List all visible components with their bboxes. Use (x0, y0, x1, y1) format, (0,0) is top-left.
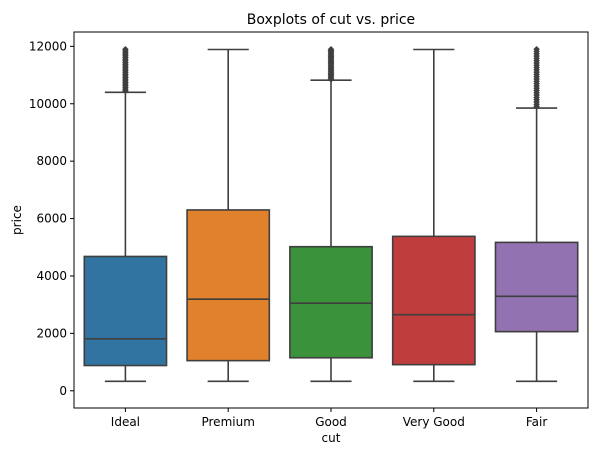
y-tick-label: 2000 (36, 326, 67, 340)
box (391, 235, 476, 366)
y-tick-label: 0 (59, 384, 67, 398)
x-tick-label: Ideal (111, 415, 140, 429)
y-tick-label: 6000 (36, 212, 67, 226)
x-tick-label: Good (315, 415, 347, 429)
box (289, 245, 373, 359)
box (186, 209, 271, 362)
y-tick-label: 8000 (36, 154, 67, 168)
box (494, 241, 579, 333)
x-tick-label: Premium (201, 415, 254, 429)
plot-area: 0 2000 4000 6000 8000 10000 12000 Ideal Premium G… (29, 31, 589, 429)
y-tick-label: 4000 (36, 269, 67, 283)
outlier-point (122, 45, 129, 53)
x-tick-label: Very Good (403, 415, 465, 429)
outlier-point (533, 45, 540, 53)
x-axis-label: cut (322, 431, 341, 445)
x-tick-label: Fair (526, 415, 547, 429)
y-axis-label: price (10, 205, 24, 235)
y-tick-label: 10000 (29, 97, 67, 111)
y-tick-label: 12000 (29, 39, 67, 53)
outlier-point (327, 45, 335, 53)
chart-title: Boxplots of cut vs. price (247, 12, 415, 28)
box (83, 255, 168, 367)
